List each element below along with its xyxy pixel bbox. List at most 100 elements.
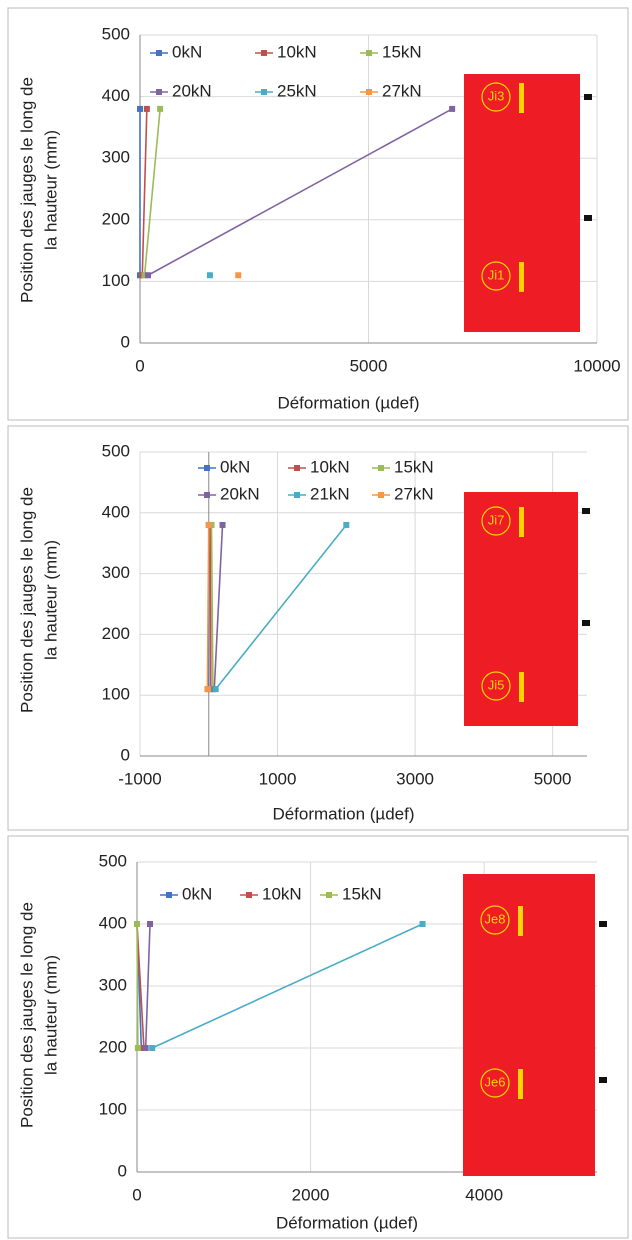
legend-marker	[378, 492, 384, 498]
y-tick-label: 0	[121, 745, 130, 764]
gauge-label: Ji5	[488, 677, 505, 692]
x-tick-label: 10000	[573, 356, 620, 375]
legend-marker	[156, 50, 162, 56]
series-line	[151, 923, 423, 1049]
legend-marker	[166, 892, 172, 898]
series-line	[209, 524, 212, 690]
legend-marker	[366, 89, 372, 95]
point	[144, 272, 151, 279]
x-tick-label: 3000	[396, 769, 434, 788]
y-axis-label: la hauteur (mm)	[41, 955, 60, 1075]
y-tick-label: 400	[102, 502, 130, 521]
series-line	[215, 524, 347, 690]
panel	[7, 7, 629, 421]
legend-marker	[246, 892, 252, 898]
legend-marker	[261, 89, 267, 95]
point	[205, 521, 212, 528]
y-tick-label: 0	[121, 332, 130, 351]
legend-label: 0kN	[220, 457, 250, 476]
point	[149, 1045, 156, 1051]
y-axis-label: Position des jauges le long de	[17, 77, 36, 303]
legend-label: 0kN	[172, 42, 202, 61]
gauge-label: Ji1	[488, 267, 505, 282]
legend-marker	[378, 465, 384, 471]
y-tick-label: 400	[99, 913, 127, 932]
y-tick-label: 300	[102, 563, 130, 582]
legend-marker	[326, 892, 332, 898]
x-axis-label: Déformation (µdef)	[276, 1213, 418, 1232]
point	[137, 105, 143, 112]
y-axis-label: Position des jauges le long de	[17, 902, 36, 1128]
legend-label: 25kN	[277, 81, 317, 100]
gauge-circle	[481, 506, 511, 536]
gauge-label: Ji3	[488, 88, 505, 103]
series-line	[143, 108, 161, 276]
point	[206, 272, 213, 279]
x-tick-label: 0	[132, 1185, 141, 1204]
legend-label: 10kN	[310, 457, 350, 476]
x-tick-label: 4000	[465, 1185, 503, 1204]
x-tick-label: 0	[135, 356, 144, 375]
legend-marker	[294, 492, 300, 498]
y-tick-label: 500	[99, 851, 127, 870]
specimen	[463, 874, 595, 1176]
legend-label: 27kN	[394, 484, 434, 503]
legend-marker	[294, 465, 300, 471]
specimen-inset: Ji3 Ji1	[464, 74, 592, 332]
point	[134, 1045, 141, 1051]
support-mark	[582, 620, 590, 626]
point	[212, 686, 219, 693]
point	[157, 105, 164, 112]
y-tick-label: 300	[99, 975, 127, 994]
series-line	[213, 524, 224, 690]
legend-marker	[261, 50, 267, 56]
legend-marker	[204, 492, 210, 498]
series-line	[147, 108, 453, 276]
support-mark	[584, 94, 592, 100]
series-line	[141, 108, 148, 276]
support-mark	[599, 1077, 607, 1083]
point	[147, 921, 154, 927]
legend-label: 10kN	[277, 42, 317, 61]
x-axis-label: Déformation (µdef)	[272, 804, 414, 823]
y-axis-label: la hauteur (mm)	[41, 540, 60, 660]
point	[219, 521, 226, 528]
support-mark	[582, 508, 590, 514]
gauge-circle	[481, 261, 511, 291]
legend-label: 21kN	[310, 484, 350, 503]
specimen-inset: Je8 Je6	[463, 874, 607, 1176]
legend-label: 15kN	[382, 42, 422, 61]
point	[141, 272, 148, 279]
point	[419, 921, 426, 927]
point	[142, 1045, 149, 1051]
x-tick-label: -1000	[118, 769, 161, 788]
y-tick-label: 400	[102, 86, 130, 105]
y-tick-label: 500	[102, 24, 130, 43]
y-tick-label: 200	[102, 209, 130, 228]
legend-label: 15kN	[342, 884, 382, 903]
y-tick-label: 500	[102, 441, 130, 460]
gauge	[518, 906, 523, 936]
x-tick-label: 2000	[292, 1185, 330, 1204]
series-line	[136, 923, 145, 1049]
specimen-inset: Ji7 Ji5	[464, 492, 590, 726]
gauge-circle	[480, 1068, 510, 1098]
legend-label: 20kN	[220, 484, 260, 503]
gauge	[519, 507, 524, 537]
gauge-label: Ji7	[488, 512, 505, 527]
legend-label: 20kN	[172, 81, 212, 100]
series-line	[210, 524, 214, 690]
y-tick-label: 100	[102, 685, 130, 704]
point	[343, 521, 350, 528]
gauge	[519, 262, 524, 292]
gauge-label: Je8	[485, 911, 506, 926]
gauge	[518, 1069, 523, 1099]
y-axis-label: la hauteur (mm)	[41, 130, 60, 250]
gauge-circle	[481, 671, 511, 701]
x-tick-label: 1000	[259, 769, 297, 788]
x-axis-label: Déformation (µdef)	[277, 393, 419, 412]
y-tick-label: 200	[102, 624, 130, 643]
y-tick-label: 100	[102, 271, 130, 290]
y-tick-label: 100	[99, 1099, 127, 1118]
